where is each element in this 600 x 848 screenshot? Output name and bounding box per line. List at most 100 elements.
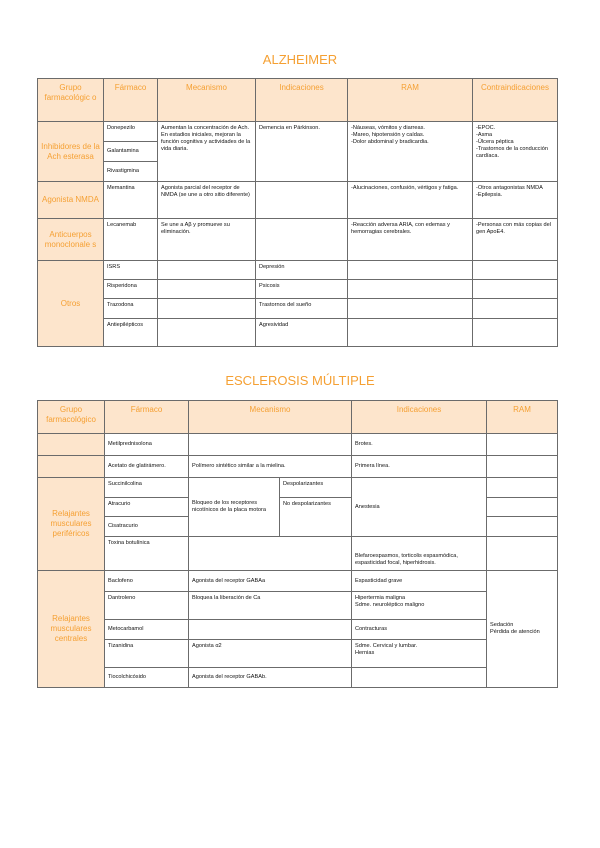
indicaciones-cell: Brotes.: [351, 433, 487, 456]
contra-cell: [472, 318, 558, 347]
table-row: Agonista NMDA Memantina Agonista parcial…: [37, 181, 558, 219]
contra-cell: -Otros antagonistas NMDA -Epilepsia.: [472, 181, 558, 219]
drug-cell: Atracurio: [104, 497, 189, 517]
drug-cell: Trazodona: [103, 298, 158, 319]
group-cell: Otros: [37, 260, 104, 347]
group-cell: [37, 433, 105, 456]
drug-cell: Galantamina: [103, 141, 158, 162]
table-row: Atracurio No despolarizantes: [38, 497, 558, 537]
mecanismo-cell: Agonista α2: [188, 639, 352, 668]
table-row: Relajantes musculares centrales Baclofen…: [37, 570, 558, 688]
indicaciones-cell: Sdme. Cervical y lumbar. Hernias: [351, 639, 487, 668]
group-cell: [37, 455, 105, 478]
group-cell: Anticuerpos monoclonale s: [37, 218, 104, 261]
contra-cell: [472, 298, 558, 319]
mecanismo-cell: Agonista del receptor GABAb.: [188, 667, 352, 688]
ram-cell: [347, 298, 473, 319]
indicaciones-cell: Psicosis: [255, 279, 348, 299]
mecanismo-cell: [157, 279, 256, 299]
header-ram: RAM: [347, 78, 473, 122]
drug-cell: Toxina botulínica: [104, 536, 189, 571]
header-mecanismo: Mecanismo: [157, 78, 256, 122]
drug-cell: ISRS: [103, 260, 158, 280]
esclerosis-table: Grupo farmacológico Fármaco Mecanismo In…: [37, 400, 558, 688]
table-row: Antiepilépticos Agresividad: [38, 318, 558, 347]
esclerosis-title: ESCLEROSIS MÚLTIPLE: [225, 373, 375, 388]
ram-cell: -Reacción adversa ARIA, con edemas y hem…: [347, 218, 473, 261]
mecanismo-cell: Agonista parcial del receptor de NMDA (s…: [157, 181, 256, 219]
mecanismo-sub-cell: Despolarizantes: [279, 477, 352, 498]
ram-cell: [486, 477, 558, 498]
mecanismo-cell: [157, 298, 256, 319]
mecanismo-cell: Bloquea la liberación de Ca: [188, 591, 352, 620]
drug-cell: Lecanemab: [103, 218, 158, 261]
table-row: Otros ISRS Depresión: [37, 260, 558, 347]
indicaciones-cell: Demencia en Párkinson.: [255, 121, 348, 182]
ram-cell: [486, 516, 558, 537]
table-row: Relajantes musculares periféricos Succin…: [37, 477, 558, 571]
ram-cell: -Alucinaciones, confusión, vértigos y fa…: [347, 181, 473, 219]
contra-cell: -Personas con más copias del gen ApoE4.: [472, 218, 558, 261]
ram-cell: [486, 455, 558, 478]
header-row: Grupo farmacológico Fármaco Mecanismo In…: [37, 400, 558, 434]
table-row: Metocarbamol Contracturas: [38, 619, 558, 640]
drug-cell: Risperidona: [103, 279, 158, 299]
indicaciones-cell: Primera línea.: [351, 455, 487, 478]
drug-cell: Baclofeno: [104, 570, 189, 592]
drug-cell: Metilprednisolona: [104, 433, 189, 456]
contra-cell: [472, 279, 558, 299]
mecanismo-cell: Agonista del receptor GABAa: [188, 570, 352, 592]
group-cell: Inhibidores de la Ach esterasa: [37, 121, 104, 182]
drug-cell: Donepezilo: [103, 121, 158, 142]
ram-cell: [486, 497, 558, 517]
indicaciones-cell: Blefaroespasmos, torticolis espasmódica,…: [351, 536, 487, 571]
table-row: Toxina botulínica Blefaroespasmos, torti…: [38, 536, 558, 571]
header-indicaciones: Indicaciones: [351, 400, 487, 434]
ram-cell: [347, 318, 473, 347]
alzheimer-title: ALZHEIMER: [262, 52, 338, 67]
header-mecanismo: Mecanismo: [188, 400, 352, 434]
ram-cell: [486, 536, 558, 571]
drug-cell: Succinilcolina: [104, 477, 189, 498]
indicaciones-cell: Hipertermia maligna Sdme. neuroléptico m…: [351, 591, 487, 620]
header-row: Grupo farmacológic o Fármaco Mecanismo I…: [37, 78, 558, 122]
group-cell: Relajantes musculares centrales: [37, 570, 105, 688]
table-row: Anticuerpos monoclonale s Lecanemab Se u…: [37, 218, 558, 261]
header-grupo: Grupo farmacológic o: [37, 78, 104, 122]
table-row: Acetato de glatirámero. Polímero sintéti…: [37, 455, 558, 478]
table-row: Cisatracurio: [38, 516, 558, 537]
table-row: Tizanidina Agonista α2 Sdme. Cervical y …: [38, 639, 558, 668]
drug-cell: Tiocolchicósido: [104, 667, 189, 688]
indicaciones-cell: Agresividad: [255, 318, 348, 347]
group-cell: Agonista NMDA: [37, 181, 104, 219]
ram-cell: [347, 279, 473, 299]
drug-cell: Cisatracurio: [104, 516, 189, 537]
mecanismo-cell: Bloqueo de los receptores nicotínicos de…: [188, 477, 280, 537]
header-grupo: Grupo farmacológico: [37, 400, 105, 434]
mecanismo-cell: [188, 619, 352, 640]
mecanismo-cell: Aumentan la concentración de Ach. En est…: [157, 121, 256, 182]
table-row: Dantroleno Bloquea la liberación de Ca H…: [38, 591, 558, 620]
ram-cell: [486, 433, 558, 456]
mecanismo-cell: [188, 433, 352, 456]
header-farmaco: Fármaco: [104, 400, 189, 434]
header-farmaco: Fármaco: [103, 78, 158, 122]
indicaciones-cell: Espasticidad grave: [351, 570, 487, 592]
mecanismo-sub-cell: No despolarizantes: [279, 497, 352, 537]
drug-cell: Dantroleno: [104, 591, 189, 620]
indicaciones-cell: Contracturas: [351, 619, 487, 640]
ram-cell: -Náuseas, vómitos y diarreas. -Mareo, hi…: [347, 121, 473, 182]
drug-cell: Memantina: [103, 181, 158, 219]
mecanismo-cell: Polímero sintético similar a la mielina.: [188, 455, 352, 478]
mecanismo-cell: [157, 260, 256, 280]
drug-cell: Tizanidina: [104, 639, 189, 668]
table-row: Tiocolchicósido Agonista del receptor GA…: [38, 667, 558, 688]
table-row: Trazodona Trastornos del sueño: [38, 298, 558, 319]
indicaciones-cell: [351, 667, 487, 688]
indicaciones-cell: Anestesia: [351, 477, 487, 537]
contra-cell: [472, 260, 558, 280]
mecanismo-cell: [188, 536, 352, 571]
drug-cell: Rivastigmina: [103, 161, 158, 182]
indicaciones-cell: Depresión: [255, 260, 348, 280]
header-contraindicaciones: Contraindicaciones: [472, 78, 558, 122]
